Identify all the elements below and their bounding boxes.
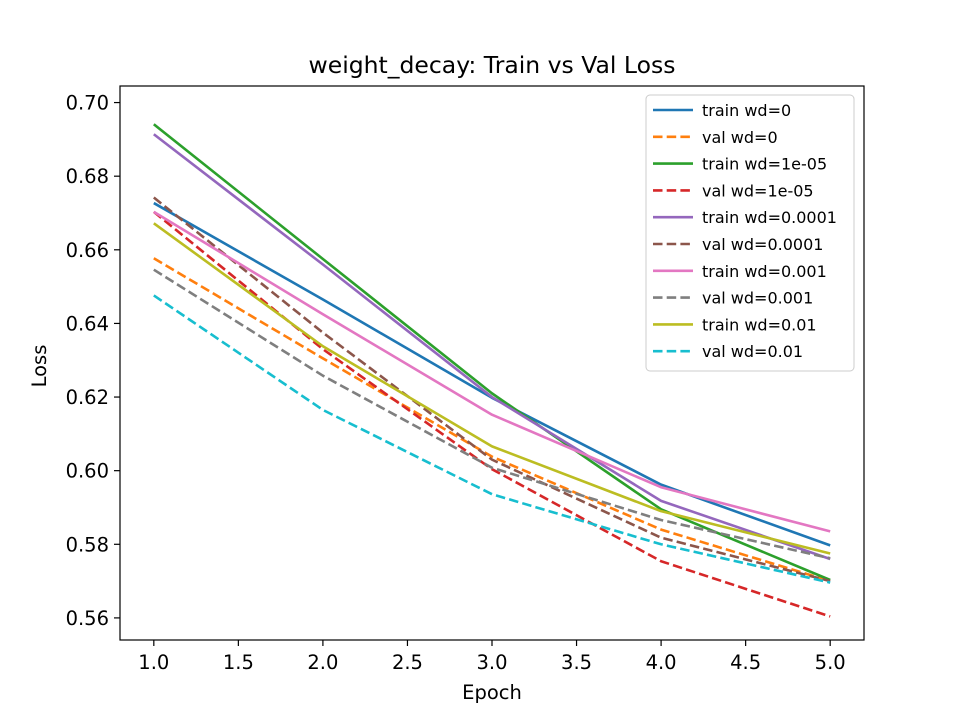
legend-label: val wd=0.001 xyxy=(702,289,813,308)
x-tick-label: 3.0 xyxy=(476,651,507,674)
y-tick-label: 0.70 xyxy=(66,92,109,115)
y-tick-label: 0.62 xyxy=(66,386,109,409)
series-line-2 xyxy=(153,257,831,583)
legend-label: val wd=0 xyxy=(702,128,778,147)
legend-label: val wd=0.0001 xyxy=(702,235,823,254)
legend-label: val wd=1e-05 xyxy=(702,181,814,200)
y-tick-label: 0.60 xyxy=(66,460,109,483)
y-tick-label: 0.58 xyxy=(66,533,109,556)
legend-label: train wd=1e-05 xyxy=(702,155,827,174)
y-tick-label: 0.66 xyxy=(66,239,109,262)
y-axis-label: Loss xyxy=(28,345,51,388)
y-tick-label: 0.56 xyxy=(66,607,109,630)
series-line-4 xyxy=(153,210,831,618)
x-tick-label: 2.5 xyxy=(392,651,423,674)
x-tick-label: 5.0 xyxy=(815,651,846,674)
series-line-9 xyxy=(153,222,831,555)
x-tick-label: 3.5 xyxy=(561,651,592,674)
series-line-7 xyxy=(153,210,831,533)
legend-label: train wd=0 xyxy=(702,101,791,120)
series-line-8 xyxy=(153,268,831,560)
legend-label: train wd=0.0001 xyxy=(702,208,837,227)
legend-label: train wd=0.01 xyxy=(702,315,817,334)
y-tick-label: 0.64 xyxy=(66,312,109,335)
chart-title: weight_decay: Train vs Val Loss xyxy=(309,51,676,79)
series-line-6 xyxy=(153,196,831,583)
y-tick-label: 0.68 xyxy=(66,165,109,188)
axes-layer: 1.0 1.5 2.0 2.5 3.0 3.5 4.0 4.5 5.0 0.56 0.58 0.60 0… xyxy=(66,85,865,674)
legend: train wd=0 val wd=0 train wd=1e-05 val wd=1… xyxy=(645,94,855,372)
x-tick-label: 4.0 xyxy=(646,651,677,674)
legend-box xyxy=(645,94,855,372)
legend-label: train wd=0.001 xyxy=(702,262,827,281)
x-tick-label: 1.5 xyxy=(223,651,254,674)
x-tick-label: 4.5 xyxy=(730,651,761,674)
x-axis-label: Epoch xyxy=(462,681,522,704)
x-tick-label: 2.0 xyxy=(307,651,338,674)
series-line-5 xyxy=(153,133,831,561)
series-layer xyxy=(153,123,831,618)
legend-label: val wd=0.01 xyxy=(702,342,803,361)
series-line-3 xyxy=(153,123,831,582)
x-tick-label: 1.0 xyxy=(138,651,169,674)
